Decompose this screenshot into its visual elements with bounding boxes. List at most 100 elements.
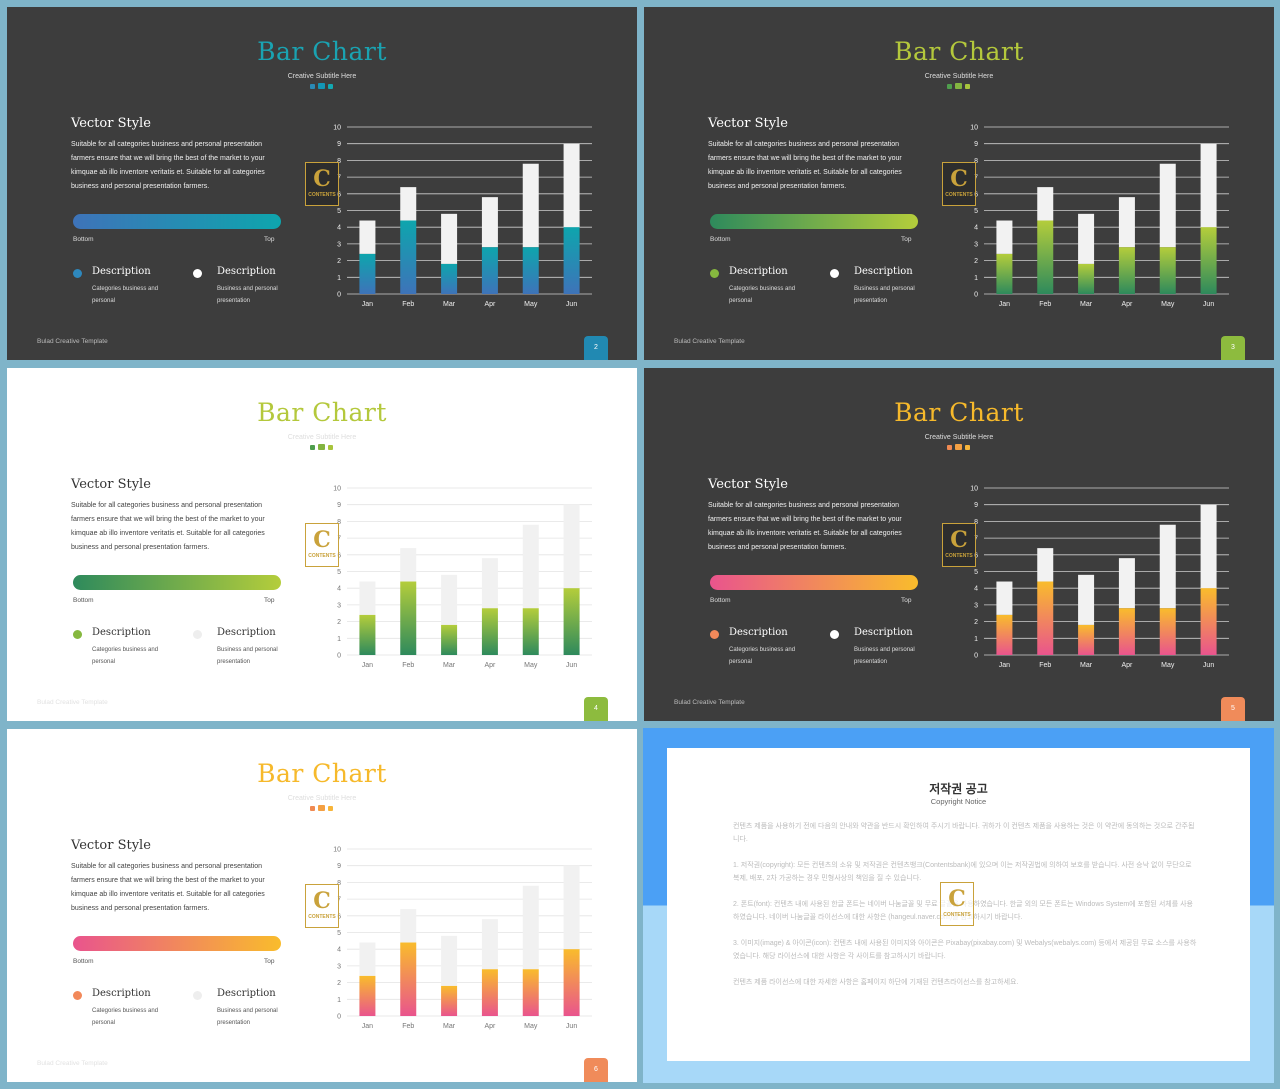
bar-bottom-segment [1118,608,1135,655]
y-tick-label: 5 [974,208,978,215]
y-tick-label: 3 [974,602,978,609]
bar-chart-svg: 0 1 2 3 4 5 6 7 8 9 10 Jan Feb Mar Apr May Jun [970,486,1229,669]
y-tick-label: 7 [974,175,978,182]
logo-letter: C [950,527,968,553]
legend-title: Description [854,266,913,277]
body-paragraph: Suitable for all categories business and… [71,863,265,912]
y-tick-label: 10 [333,847,341,854]
bar-top-segment [522,524,539,609]
page-number: 6 [584,1058,608,1082]
y-tick-label: 3 [337,963,341,970]
bar-bottom-segment [1118,247,1135,294]
bar-bottom-segment [563,227,580,294]
legend-description: Categories business and personal [92,286,159,304]
y-tick-label: 5 [337,569,341,576]
bar-top-segment [441,574,458,625]
bar-top-segment [1118,558,1135,609]
bar-top-segment [481,558,498,609]
logo-letter: C [948,886,966,912]
y-tick-label: 8 [974,519,978,526]
bar-top-segment [996,581,1013,615]
y-tick-label: 6 [337,191,341,198]
bar-top-segment [563,504,580,589]
legend-dot [710,269,719,278]
bar-chart-svg: 0 1 2 3 4 5 6 7 8 9 10 Jan Feb Mar Apr May Jun [333,847,592,1030]
x-tick-label: Feb [402,1023,414,1030]
title-dots [947,83,977,91]
page-number: 4 [584,697,608,721]
y-tick-label: 7 [337,897,341,904]
x-tick-label: Feb [402,301,414,308]
copyright-title: 저작권 공고 [929,782,988,796]
legend-title: Description [217,988,276,999]
title-dots [310,83,340,91]
bar-top-segment [996,220,1013,254]
bar-top-segment [1159,163,1176,248]
gradient-top-label: Top [264,236,275,243]
legend-dot [830,630,839,639]
bar-bottom-segment [522,247,539,294]
watermark-logo: C CONTENTS [940,882,974,926]
legend-dot [73,991,82,1000]
x-tick-label: Jun [1203,301,1214,308]
slide-title: Bar Chart [257,398,387,427]
legend-dot [710,630,719,639]
legend-dot [193,630,202,639]
gradient-bottom-label: Bottom [710,597,731,604]
y-tick-label: 6 [974,552,978,559]
bar-bottom-segment [563,588,580,655]
y-tick-label: 2 [974,258,978,265]
bar-top-segment [1200,143,1217,228]
legend-title: Description [854,627,913,638]
x-tick-label: Jan [362,662,373,669]
gradient-bottom-label: Bottom [73,597,94,604]
body-paragraph: Suitable for all categories business and… [708,502,902,551]
footer-text: Bulad Creative Template [674,699,745,706]
y-tick-label: 9 [974,502,978,509]
legend-title: Description [92,988,151,999]
legend-description: Business and personal presentation [217,1008,278,1026]
bar-top-segment [563,143,580,228]
x-tick-label: May [524,1023,538,1030]
y-tick-label: 10 [970,486,978,493]
bar-bottom-segment [400,581,417,655]
footer-text: Bulad Creative Template [37,338,108,345]
bar-bottom-segment [441,263,458,294]
x-tick-label: Apr [1121,662,1133,669]
logo-letter: C [313,527,331,553]
x-tick-label: May [524,662,538,669]
bar-chart-svg: 0 1 2 3 4 5 6 7 8 9 10 Jan Feb Mar Apr May Jun [333,125,592,308]
gradient-bottom-label: Bottom [710,236,731,243]
y-tick-label: 10 [333,125,341,132]
body-paragraph: Suitable for all categories business and… [71,141,265,190]
legend-description: Business and personal presentation [854,647,915,665]
y-tick-label: 2 [974,619,978,626]
footer-text: Bulad Creative Template [37,699,108,706]
bar-bottom-segment [359,975,376,1016]
y-tick-label: 5 [974,569,978,576]
x-tick-label: Jan [362,301,373,308]
bar-bottom-segment [359,614,376,655]
bar-chart-slide: Bar Chart Creative Subtitle Here Vector St… [7,729,637,1082]
y-tick-label: 7 [974,536,978,543]
bar-top-segment [522,885,539,970]
bar-top-segment [359,581,376,615]
y-tick-label: 0 [974,292,978,299]
legend-dot [193,991,202,1000]
y-tick-label: 9 [337,502,341,509]
title-dot [965,84,970,89]
bar-top-segment [522,163,539,248]
x-tick-label: Feb [1039,662,1051,669]
y-tick-label: 3 [337,602,341,609]
title-dot [328,445,333,450]
bar-chart: 0 1 2 3 4 5 6 7 8 9 10 Jan Feb Mar Apr May Jun [949,478,1239,673]
bar-bottom-segment [400,220,417,294]
bar-chart-svg: 0 1 2 3 4 5 6 7 8 9 10 Jan Feb Mar Apr May Jun [333,486,592,669]
slide-subtitle: Creative Subtitle Here [924,434,994,441]
bar-top-segment [1037,548,1054,582]
slide-subtitle: Creative Subtitle Here [287,73,357,80]
title-dot [318,805,325,811]
gradient-bottom-label: Bottom [73,958,94,965]
x-tick-label: Apr [484,662,496,669]
bar-top-segment [1037,187,1054,221]
